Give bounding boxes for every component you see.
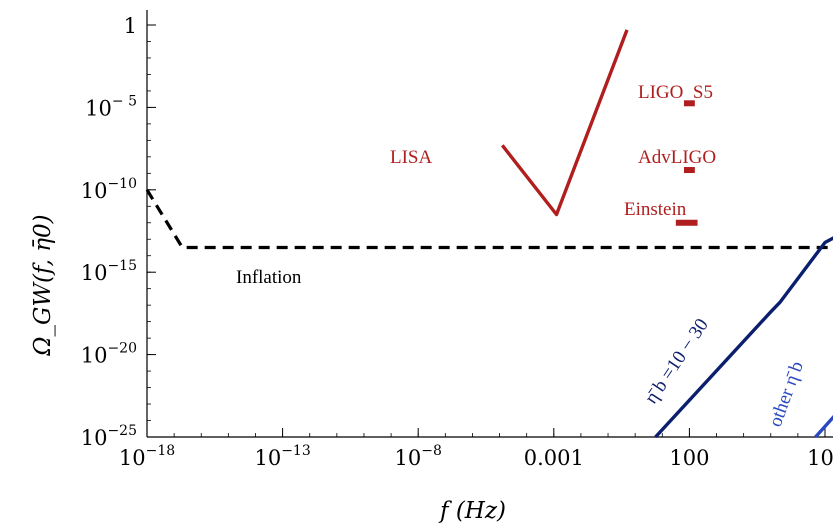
ligo-s5-label: LIGO S5 xyxy=(638,82,713,103)
y-tick-label: 10−15 xyxy=(81,258,137,285)
inflation-label: Inflation xyxy=(236,267,302,288)
einstein-label: Einstein xyxy=(624,199,687,220)
y-tick-label: 10−25 xyxy=(81,423,137,450)
advligo-label: AdvLIGO xyxy=(638,147,716,168)
inflation-line xyxy=(145,188,833,250)
x-axis-title: f (Hz) xyxy=(438,498,506,524)
plot-frame xyxy=(146,10,833,438)
series-lines xyxy=(145,29,833,439)
eta-b-series-line xyxy=(654,236,833,439)
lisa-sensitivity-line xyxy=(500,29,629,217)
x-tick-label: 10−13 xyxy=(254,443,310,470)
detector-bar-advligo xyxy=(683,167,695,174)
x-tick-label: 107 xyxy=(807,443,833,470)
major-ticks xyxy=(146,24,826,438)
other-eta-b-series-line xyxy=(814,414,833,439)
y-tick-label: 10−20 xyxy=(81,341,137,368)
x-tick-label: 0.001 xyxy=(524,446,584,470)
y-tick-labels: 1 10− 5 10−10 10−15 10−20 10−25 xyxy=(81,14,137,450)
other-eta-b-label: other η̄ b xyxy=(765,359,808,430)
x-tick-labels: 10−18 10−13 10−8 0.001 100 107 xyxy=(119,443,833,470)
y-tick-label: 10−10 xyxy=(81,176,137,203)
lisa-label: LISA xyxy=(390,147,433,168)
x-tick-label: 100 xyxy=(669,446,709,470)
y-tick-label: 10− 5 xyxy=(85,93,137,120)
detector-bar-einstein xyxy=(675,219,698,226)
x-tick-label: 10−8 xyxy=(395,443,442,470)
eta-b-label: η̄ b =10 − 30 xyxy=(641,315,713,408)
y-axis-title: Ω_GW(f, η̄0) xyxy=(30,214,56,356)
x-tick-label: 10−18 xyxy=(119,443,175,470)
detector-bar-ligo-s5 xyxy=(683,100,695,107)
y-tick-label: 1 xyxy=(124,14,137,38)
detector-sensitivity-bars xyxy=(675,100,698,226)
minor-ticks xyxy=(146,24,826,438)
